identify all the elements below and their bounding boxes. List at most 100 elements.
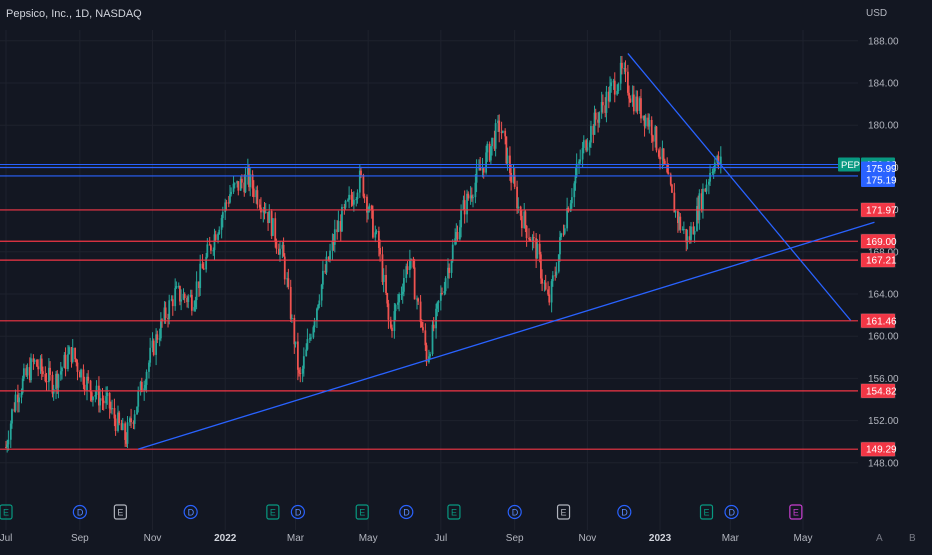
level-tag: 169.00 <box>860 233 897 249</box>
candle-body <box>111 408 113 410</box>
candle-body <box>674 211 677 213</box>
candle-body <box>277 248 280 255</box>
candle-body <box>406 266 409 270</box>
candle-body <box>332 240 335 245</box>
candle-body <box>344 200 347 208</box>
candle-body <box>663 160 666 165</box>
candle-body <box>152 340 155 355</box>
candle-body <box>489 146 492 161</box>
candle-body <box>443 291 446 293</box>
candle-body <box>585 140 588 151</box>
candle-body <box>49 367 51 375</box>
candle-body <box>59 371 62 375</box>
candle-body <box>11 409 13 424</box>
candle-body <box>619 62 622 84</box>
candle-body <box>102 400 105 404</box>
candle-body <box>616 91 619 95</box>
candle-body <box>133 414 136 424</box>
candle-body <box>149 347 152 363</box>
candle-body <box>140 381 143 392</box>
candle-body <box>420 322 423 328</box>
candle-body <box>321 270 324 285</box>
candle-body <box>479 167 482 171</box>
candle-body <box>601 102 604 106</box>
candle-body <box>704 188 707 192</box>
candle-body <box>604 105 607 113</box>
time-tick-label: May <box>794 533 813 544</box>
candle-body <box>650 119 653 136</box>
candle-body <box>324 270 327 273</box>
candle-body <box>648 119 651 127</box>
corner-button[interactable]: B <box>909 533 916 544</box>
event-marker: E <box>556 504 571 520</box>
event-marker: D <box>72 504 87 520</box>
corner-button[interactable]: A <box>876 533 883 544</box>
candle-body <box>366 196 368 213</box>
candle-body <box>437 300 440 303</box>
candle-body <box>623 68 626 70</box>
candle-body <box>198 281 200 289</box>
candle-body <box>391 327 393 331</box>
candle-body <box>544 282 547 290</box>
level-tag-label: 169.00 <box>866 237 897 248</box>
candle-body <box>306 339 309 350</box>
candle-body <box>114 418 117 431</box>
candle-body <box>524 211 527 226</box>
candle-body <box>382 274 385 283</box>
candle-body <box>681 229 684 231</box>
candle-body <box>90 392 93 401</box>
candle-body <box>375 231 378 233</box>
event-label: D <box>729 508 736 518</box>
candle-body <box>441 292 443 294</box>
candle-body <box>329 250 331 261</box>
candle-body <box>258 204 261 208</box>
candle-body <box>351 199 354 205</box>
candle-body <box>677 211 679 223</box>
time-axis: Jul Sep Nov 2022 Mar May Jul Sep Nov 2023 Mar May A B <box>0 533 916 544</box>
candle-body <box>425 345 428 363</box>
event-label: E <box>451 508 457 518</box>
candle-body <box>719 156 722 166</box>
candle-body <box>177 286 180 288</box>
candle-body <box>298 369 300 373</box>
candle-body <box>551 275 554 282</box>
candle-body <box>193 307 196 311</box>
candle-body <box>647 117 650 127</box>
event-marker: E <box>699 504 714 520</box>
level-tag: 154.82 <box>860 383 897 399</box>
candle-body <box>105 396 107 404</box>
candle-body <box>367 210 370 213</box>
level-tag: 171.97 <box>860 202 897 218</box>
event-label: E <box>561 508 567 518</box>
candle-body <box>621 62 623 69</box>
candle-body <box>28 367 31 381</box>
candle-body <box>274 218 277 242</box>
candle-body <box>233 183 236 185</box>
candle-body <box>246 167 249 175</box>
candle-body <box>624 68 627 72</box>
dividend-icon <box>724 504 739 520</box>
candle-body <box>408 259 411 270</box>
candle-body <box>282 244 285 257</box>
candle-body <box>716 156 719 163</box>
candle-body <box>109 408 112 410</box>
candle-body <box>368 205 371 211</box>
trendline <box>138 221 875 450</box>
candle-body <box>76 362 79 372</box>
earnings-icon <box>789 504 803 520</box>
candle-body <box>654 126 657 142</box>
event-label: E <box>704 508 710 518</box>
candle-body <box>180 299 183 302</box>
candle-body <box>125 439 128 444</box>
candle-body <box>431 324 434 355</box>
candle-body <box>63 354 66 368</box>
candle-body <box>206 244 209 257</box>
candle-body <box>80 369 82 378</box>
candle-body <box>444 278 447 292</box>
candle-body <box>82 369 85 385</box>
candle-body <box>89 380 92 393</box>
candle-body <box>400 293 403 295</box>
candle-body <box>144 384 147 389</box>
